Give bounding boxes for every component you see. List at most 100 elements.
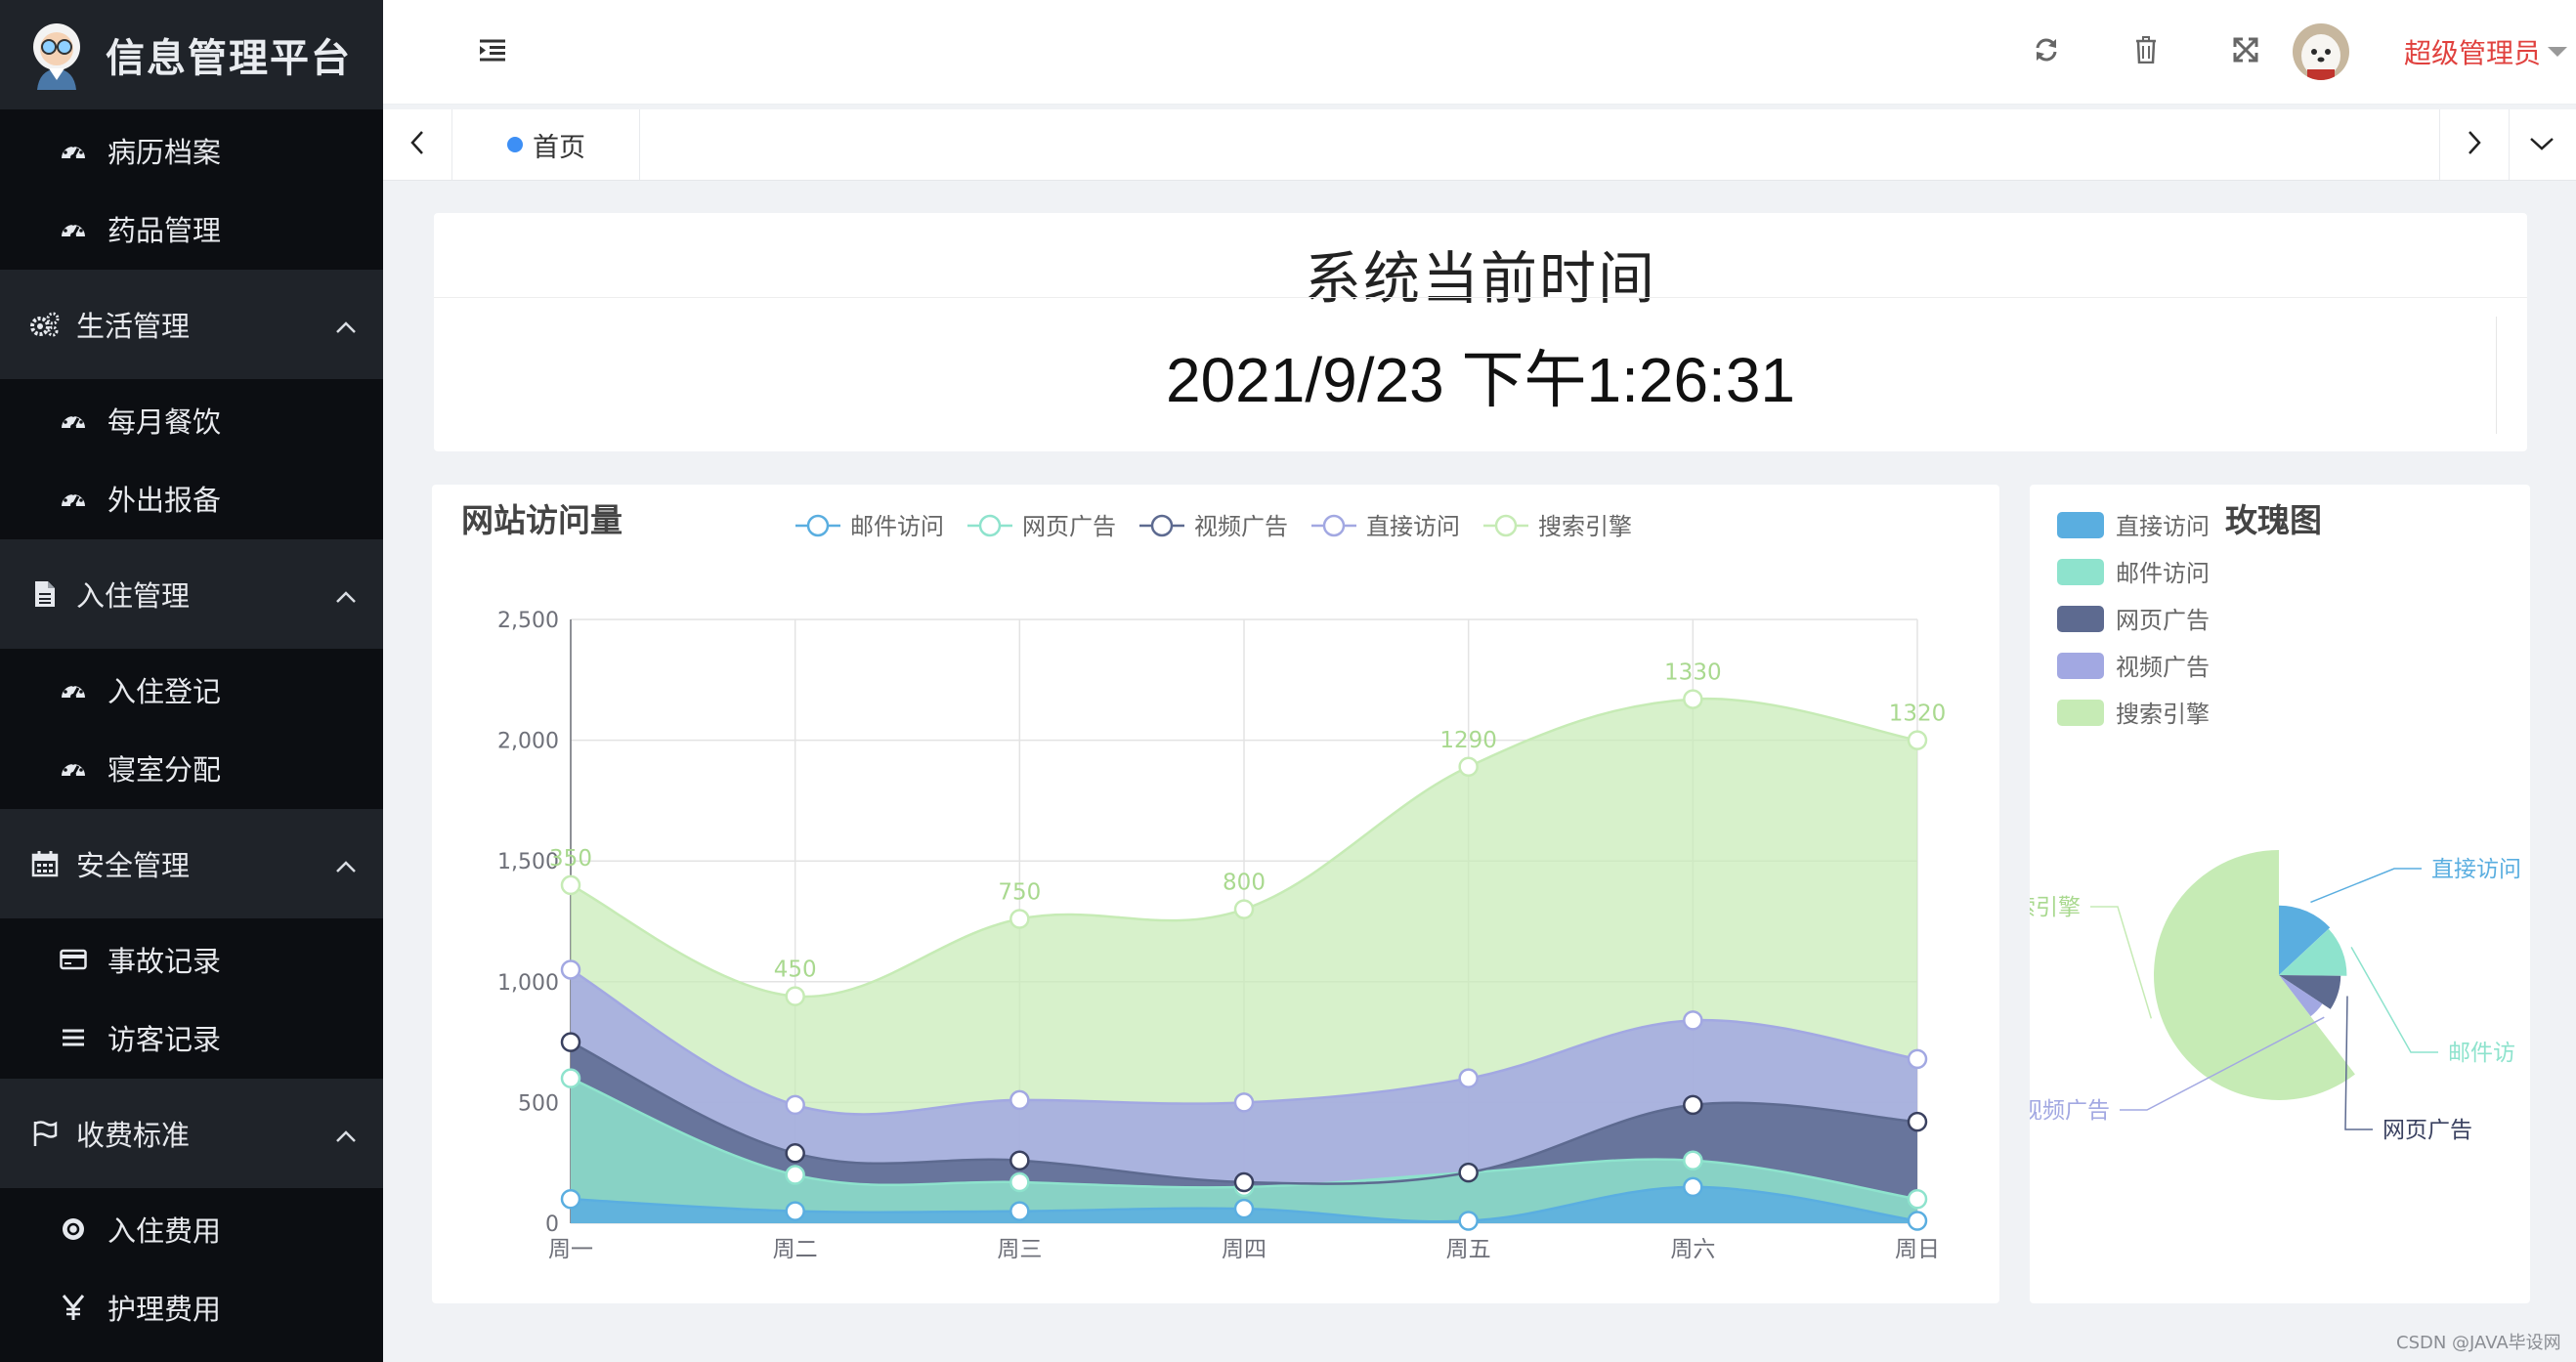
menu-item-room-assign[interactable]: 寝室分配 [0, 729, 383, 807]
menu-item-label: 药品管理 [107, 214, 222, 247]
legend-label: 视频广告 [2116, 654, 2210, 681]
legend-marker [1322, 514, 1346, 537]
x-tick-label: 周一 [548, 1237, 593, 1262]
fullscreen-icon [2232, 36, 2259, 67]
tabs-menu-button[interactable] [2508, 109, 2576, 180]
chevron-up-icon [334, 308, 358, 341]
menu-item-nursing-fee[interactable]: 护理费用 [0, 1268, 383, 1346]
data-label: 800 [1223, 871, 1266, 896]
slice-label: 直接访问 [2431, 857, 2521, 882]
active-tab-dot [507, 137, 523, 152]
data-point [785, 1201, 805, 1221]
top-header: 超级管理员 [383, 0, 2576, 105]
menu-group-label: 安全管理 [76, 849, 191, 882]
list-icon [59, 1027, 88, 1048]
menu-fold-button[interactable] [463, 0, 522, 104]
tab-label: 首页 [533, 132, 585, 163]
x-tick-label: 周五 [1446, 1237, 1491, 1262]
legend-label: 邮件访问 [2116, 560, 2210, 587]
legend-label: 直接访问 [2116, 513, 2210, 540]
leader-line [2350, 946, 2438, 1053]
x-tick-label: 周四 [1222, 1237, 1267, 1262]
data-point [1233, 899, 1255, 919]
data-point [785, 1165, 805, 1185]
legend-item: 网页广告 [2057, 606, 2210, 634]
y-tick-label: 1,500 [497, 850, 559, 874]
data-point [1009, 1089, 1030, 1111]
leader-line [2090, 906, 2153, 1019]
legend-swatch [2057, 606, 2104, 632]
data-point [1458, 1068, 1479, 1088]
system-time-title: 系统当前时间 [1304, 245, 1656, 312]
legend-label: 网页广告 [2116, 607, 2210, 634]
data-point [1458, 1162, 1479, 1183]
slice-label: 网页广告 [2383, 1118, 2472, 1143]
chart-title: 玫瑰图 [2225, 501, 2322, 539]
user-name[interactable]: 超级管理员 [2404, 37, 2542, 69]
chevron-right-icon [2468, 130, 2481, 159]
menu-item-label: 每月餐饮 [107, 405, 222, 439]
tabs-scroll-left-button[interactable] [383, 109, 452, 180]
data-label: 750 [998, 880, 1041, 906]
y-tick-label: 500 [518, 1091, 559, 1116]
dashboard-icon [59, 489, 88, 508]
menu-group-label: 生活管理 [76, 310, 191, 343]
menu-item-medical-records[interactable]: 病历档案 [0, 111, 383, 190]
avatar[interactable] [2287, 0, 2355, 104]
menu-item-label: 寝室分配 [107, 753, 222, 787]
tab-home[interactable]: 首页 [453, 109, 640, 180]
caret-down-icon [2547, 43, 2568, 62]
data-point [1907, 730, 1928, 750]
app-title: 信息管理平台 [106, 36, 352, 81]
menu-group-fees[interactable]: 收费标准 [0, 1079, 383, 1188]
legend-swatch [2057, 559, 2104, 585]
refresh-button[interactable] [2017, 0, 2076, 104]
legend-item: 视频广告 [2057, 653, 2210, 681]
divider [2496, 317, 2497, 434]
x-tick-label: 周二 [773, 1237, 818, 1262]
dashboard-icon [59, 410, 88, 430]
legend-item: 直接访问 [1311, 513, 1460, 540]
fullscreen-button[interactable] [2216, 0, 2275, 104]
legend-label: 直接访问 [1366, 513, 1460, 540]
data-point [1458, 1211, 1479, 1231]
coin-icon [59, 1216, 88, 1242]
menu-item-accident-records[interactable]: 事故记录 [0, 920, 383, 999]
yen-icon [59, 1294, 88, 1321]
clear-cache-button[interactable] [2117, 0, 2175, 104]
legend-marker [1494, 514, 1518, 537]
series-area [571, 1078, 1917, 1223]
menu-item-outing-report[interactable]: 外出报备 [0, 459, 383, 537]
data-point [560, 874, 581, 896]
data-point [1233, 1092, 1255, 1113]
legend-swatch [2057, 512, 2104, 538]
legend-label: 网页广告 [1022, 513, 1116, 540]
data-point [1683, 1010, 1703, 1031]
tabs-scroll-right-button[interactable] [2439, 109, 2510, 180]
menu-item-label: 病历档案 [107, 136, 222, 169]
legend-item: 搜索引擎 [2057, 700, 2210, 728]
dashboard-icon [59, 680, 88, 700]
legend-item: 直接访问 [2057, 512, 2210, 540]
menu-item-checkin-register[interactable]: 入住登记 [0, 651, 383, 729]
menu-group-safety[interactable]: 安全管理 [0, 809, 383, 918]
user-dropdown-toggle[interactable] [2543, 0, 2572, 104]
dashboard-icon [59, 758, 88, 778]
chevron-up-icon [334, 847, 358, 880]
menu-item-monthly-meals[interactable]: 每月餐饮 [0, 381, 383, 459]
data-point [560, 1189, 581, 1210]
file-icon [29, 580, 61, 608]
menu-group-label: 入住管理 [76, 579, 191, 613]
menu-item-label: 护理费用 [107, 1293, 222, 1326]
menu-group-checkin[interactable]: 入住管理 [0, 539, 383, 649]
chevron-left-icon [410, 130, 424, 159]
menu-item-checkin-fee[interactable]: 入住费用 [0, 1190, 383, 1268]
menu-item-visitor-records[interactable]: 访客记录 [0, 999, 383, 1077]
chart-title: 网站访问量 [461, 501, 623, 539]
legend-item: 邮件访问 [795, 513, 944, 540]
data-point [1907, 1048, 1928, 1070]
data-point [1458, 756, 1479, 778]
menu-item-label: 入住登记 [107, 675, 222, 708]
menu-group-life[interactable]: 生活管理 [0, 270, 383, 379]
menu-item-medicine[interactable]: 药品管理 [0, 190, 383, 268]
